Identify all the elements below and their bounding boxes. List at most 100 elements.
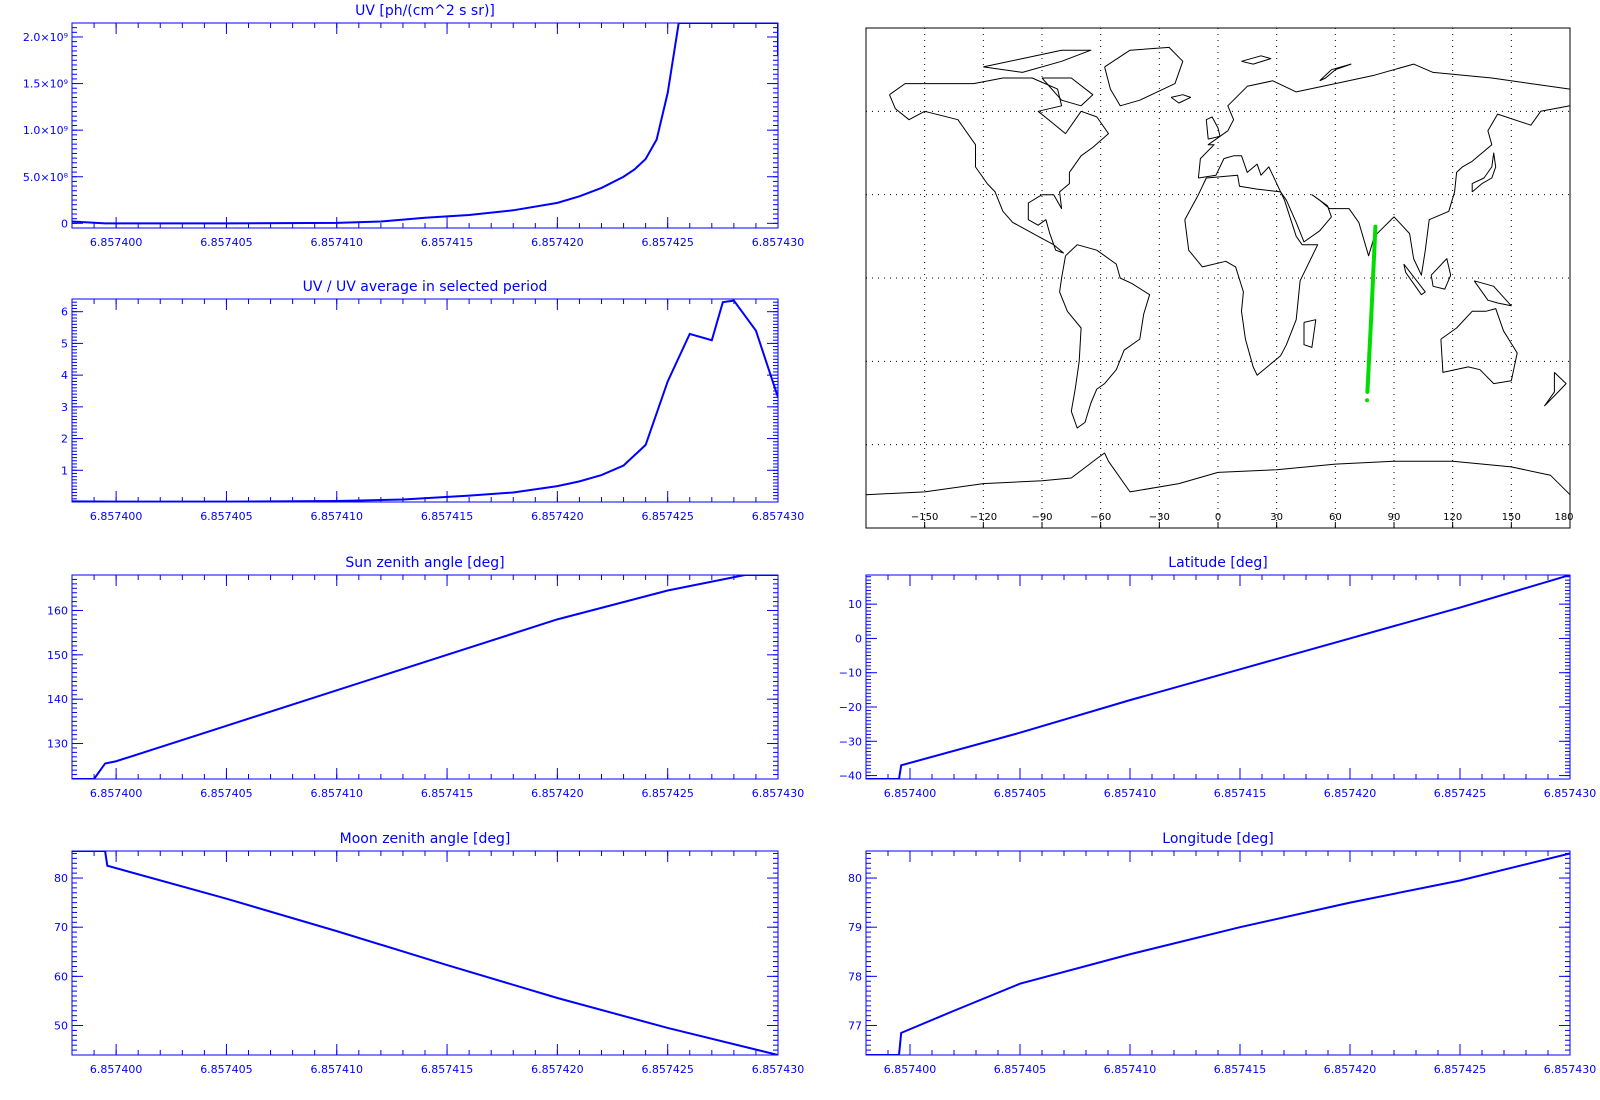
map-x-tick-label: 150: [1502, 512, 1521, 523]
x-tick-label: 6.857420: [531, 236, 584, 249]
y-tick-label: 0: [855, 632, 862, 645]
satellite-track-line: [1365, 224, 1378, 394]
x-tick-label: 6.857415: [1214, 787, 1267, 800]
y-tick-label: −30: [839, 735, 862, 748]
x-tick-label: 6.857430: [1544, 787, 1597, 800]
x-tick-label: 6.857400: [90, 787, 143, 800]
chart-uv: UV [ph/(cm^2 s sr)] 0 5.0×10⁸ 1.0×10⁹ 1.5×10…: [23, 3, 804, 249]
x-tick-label: 6.857430: [752, 510, 805, 523]
y-tick-label: 70: [54, 921, 68, 934]
map-x-tick-label: 0: [1215, 512, 1221, 523]
y-tick-label: 5.0×10⁸: [23, 171, 69, 184]
x-tick-label: 6.857405: [200, 236, 253, 249]
x-tick-label: 6.857405: [200, 510, 253, 523]
chart-title: UV [ph/(cm^2 s sr)]: [355, 3, 495, 19]
y-tick-label: 2.0×10⁹: [23, 31, 68, 44]
chart-title: Longitude [deg]: [1162, 831, 1273, 847]
map-coastlines: [865, 46, 1571, 496]
x-tick-label: 6.857420: [531, 787, 584, 800]
x-tick-label: 6.857410: [311, 1063, 364, 1076]
y-tick-label: 2: [61, 433, 68, 446]
plot-frame: [71, 574, 779, 780]
y-tick-label: 80: [848, 872, 862, 885]
y-tick-label: 78: [848, 970, 862, 983]
chart-title: Sun zenith angle [deg]: [345, 555, 504, 571]
chart-moon-zenith: Moon zenith angle [deg] 50 60 70 80 6.857400 6…: [54, 831, 804, 1076]
x-tick-label: 6.857420: [1324, 1063, 1377, 1076]
y-tick-label: 130: [47, 738, 68, 751]
y-tick-label: 5: [61, 337, 68, 350]
coastline-uk: [1205, 116, 1221, 140]
x-tick-label: 6.857405: [200, 787, 253, 800]
x-tick-label: 6.857420: [531, 1063, 584, 1076]
y-tick-label: 10: [848, 598, 862, 611]
y-tick-label: 60: [54, 970, 68, 983]
x-tick-label: 6.857400: [90, 236, 143, 249]
x-tick-label: 6.857410: [311, 787, 364, 800]
series-line-latitude: [866, 575, 1570, 779]
map-x-tick-label: 60: [1329, 512, 1342, 523]
world-map-panel: −150 −120 −90 −60 −30 0 30 60 90 120 150 180: [865, 27, 1574, 529]
map-x-tick-label: 30: [1270, 512, 1283, 523]
x-tick-label: 6.857410: [311, 236, 364, 249]
y-tick-label: 6: [61, 306, 68, 319]
x-tick-label: 6.857405: [200, 1063, 253, 1076]
chart-sun-zenith: Sun zenith angle [deg] 130 140 150 160 6.8574…: [47, 555, 804, 800]
y-tick-label: 1.5×10⁹: [23, 78, 68, 91]
x-tick-label: 6.857430: [1544, 1063, 1597, 1076]
x-tick-label: 6.857415: [1214, 1063, 1267, 1076]
x-tick-label: 6.857430: [752, 787, 805, 800]
chart-title: Moon zenith angle [deg]: [340, 831, 511, 847]
x-tick-label: 6.857415: [421, 236, 474, 249]
x-tick-label: 6.857425: [1434, 1063, 1487, 1076]
map-x-tick-label: −150: [911, 512, 938, 523]
x-tick-label: 6.857425: [641, 510, 694, 523]
coastline-arctic-islands: [983, 49, 1092, 73]
coastline-madagascar: [1303, 319, 1317, 348]
coastline-baffin: [1041, 77, 1094, 107]
x-tick-label: 6.857425: [641, 787, 694, 800]
y-tick-label: 1.0×10⁹: [23, 124, 68, 137]
y-tick-label: −40: [839, 770, 862, 783]
chart-uv-ratio: UV / UV average in selected period 1 2 3 4 5 6…: [61, 279, 804, 523]
coastline-africa: [1184, 174, 1319, 376]
y-tick-label: 160: [47, 604, 68, 617]
y-tick-label: 4: [61, 369, 68, 382]
coastline-svalbard: [1241, 55, 1272, 65]
map-x-tick-label: −60: [1090, 512, 1111, 523]
x-tick-label: 6.857430: [752, 236, 805, 249]
x-tick-label: 6.857425: [1434, 787, 1487, 800]
track-start-marker: [1365, 398, 1370, 403]
map-x-tick-label: −30: [1149, 512, 1170, 523]
map-x-tick-label: 90: [1388, 512, 1401, 523]
coastline-north-america: [889, 77, 1109, 254]
series-line-uv: [72, 23, 778, 225]
series-line-sun-zenith: [72, 575, 778, 779]
coastline-new-zealand: [1544, 372, 1567, 407]
series-line-moon-zenith: [72, 851, 778, 1055]
x-tick-label: 6.857410: [311, 510, 364, 523]
x-tick-label: 6.857400: [884, 787, 937, 800]
y-tick-label: 80: [54, 872, 68, 885]
map-longitude-tick-labels: −150 −120 −90 −60 −30 0 30 60 90 120 150 180: [911, 512, 1574, 528]
coastline-sumatra: [1403, 263, 1426, 296]
chart-title: UV / UV average in selected period: [303, 279, 548, 295]
x-tick-label: 6.857400: [90, 510, 143, 523]
coastline-new-guinea: [1473, 280, 1512, 307]
chart-title: Latitude [deg]: [1168, 555, 1267, 571]
map-x-tick-label: −120: [970, 512, 997, 523]
series-line-longitude: [866, 852, 1570, 1055]
y-tick-label: 150: [47, 649, 68, 662]
x-tick-label: 6.857400: [90, 1063, 143, 1076]
chart-longitude: Longitude [deg] 77 78 79 80 6.857400 6.857405 6…: [848, 831, 1596, 1076]
map-x-tick-label: 120: [1443, 512, 1462, 523]
y-tick-label: 77: [848, 1020, 862, 1033]
coastline-eurasia: [1197, 63, 1571, 276]
plot-frame: [71, 850, 779, 1056]
plot-frame: [865, 850, 1571, 1056]
coastline-south-america: [1059, 244, 1151, 429]
x-tick-label: 6.857410: [1104, 787, 1157, 800]
plot-frame: [71, 22, 779, 229]
y-tick-label: 140: [47, 693, 68, 706]
x-tick-label: 6.857420: [1324, 787, 1377, 800]
